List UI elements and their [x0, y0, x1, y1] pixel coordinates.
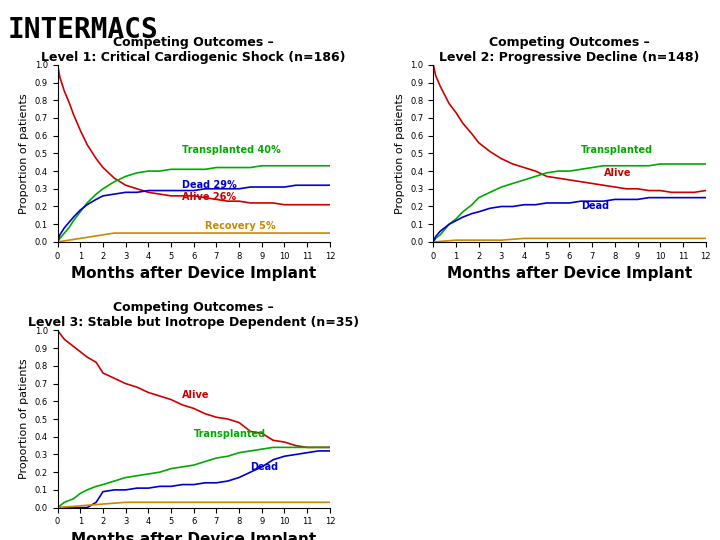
X-axis label: Months after Device Implant: Months after Device Implant: [71, 266, 316, 281]
Text: Transplanted: Transplanted: [581, 145, 653, 156]
Y-axis label: Proportion of patients: Proportion of patients: [19, 93, 29, 214]
Title: Competing Outcomes –
Level 1: Critical Cardiogenic Shock (n=186): Competing Outcomes – Level 1: Critical C…: [42, 36, 346, 64]
Text: Recovery 5%: Recovery 5%: [205, 221, 276, 231]
Text: Dead: Dead: [581, 201, 609, 211]
Text: Transplanted: Transplanted: [194, 429, 266, 439]
Y-axis label: Proportion of patients: Proportion of patients: [395, 93, 405, 214]
Text: Alive: Alive: [182, 390, 210, 400]
Text: Alive 26%: Alive 26%: [182, 192, 236, 202]
Text: Dead: Dead: [251, 462, 279, 471]
Text: INTERMACS: INTERMACS: [7, 16, 158, 44]
Text: Dead 29%: Dead 29%: [182, 180, 237, 190]
Text: Alive: Alive: [603, 167, 631, 178]
Y-axis label: Proportion of patients: Proportion of patients: [19, 359, 29, 480]
X-axis label: Months after Device Implant: Months after Device Implant: [447, 266, 692, 281]
Title: Competing Outcomes –
Level 3: Stable but Inotrope Dependent (n=35): Competing Outcomes – Level 3: Stable but…: [28, 301, 359, 329]
Title: Competing Outcomes –
Level 2: Progressive Decline (n=148): Competing Outcomes – Level 2: Progressiv…: [439, 36, 700, 64]
X-axis label: Months after Device Implant: Months after Device Implant: [71, 532, 316, 540]
Text: Transplanted 40%: Transplanted 40%: [182, 145, 281, 156]
